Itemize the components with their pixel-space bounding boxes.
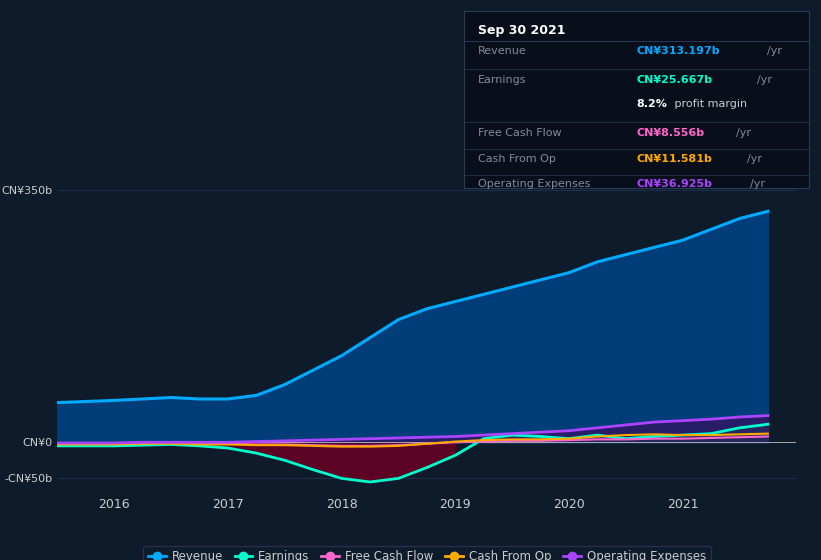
Text: 8.2%: 8.2% [636, 100, 667, 109]
Text: CN¥11.581b: CN¥11.581b [636, 154, 712, 164]
Text: /yr: /yr [746, 154, 762, 164]
Text: /yr: /yr [768, 46, 782, 57]
Text: CN¥25.667b: CN¥25.667b [636, 74, 713, 85]
Text: CN¥36.925b: CN¥36.925b [636, 179, 713, 189]
Text: Revenue: Revenue [478, 46, 526, 57]
Text: Operating Expenses: Operating Expenses [478, 179, 590, 189]
Text: Sep 30 2021: Sep 30 2021 [478, 24, 565, 36]
Text: Earnings: Earnings [478, 74, 526, 85]
Text: CN¥8.556b: CN¥8.556b [636, 128, 704, 138]
Text: CN¥313.197b: CN¥313.197b [636, 46, 720, 57]
Text: profit margin: profit margin [671, 100, 747, 109]
Text: /yr: /yr [736, 128, 751, 138]
Text: Cash From Op: Cash From Op [478, 154, 556, 164]
Text: /yr: /yr [757, 74, 772, 85]
Legend: Revenue, Earnings, Free Cash Flow, Cash From Op, Operating Expenses: Revenue, Earnings, Free Cash Flow, Cash … [143, 545, 711, 560]
Text: Free Cash Flow: Free Cash Flow [478, 128, 562, 138]
Text: /yr: /yr [750, 179, 765, 189]
